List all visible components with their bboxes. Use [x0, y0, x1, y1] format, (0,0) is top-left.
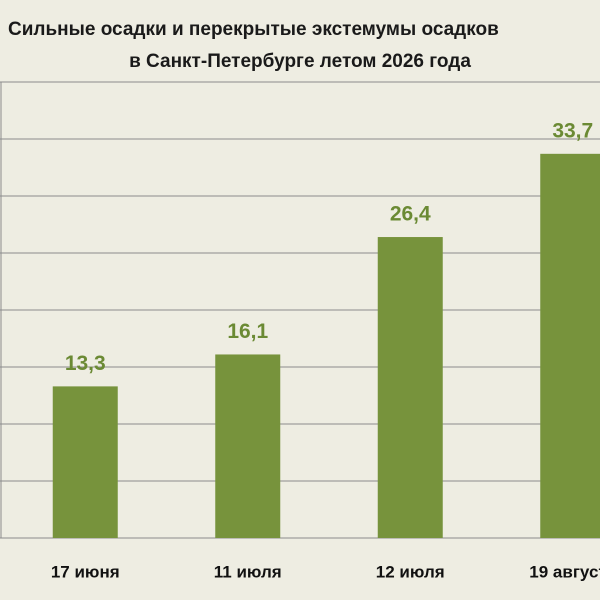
value-label: 26,4: [390, 203, 431, 226]
bar: [540, 153, 600, 538]
value-label: 13,3: [65, 352, 106, 375]
value-label: 16,1: [227, 320, 268, 343]
value-label: 33,7: [552, 119, 593, 142]
bar: [52, 386, 118, 538]
bar: [377, 237, 443, 539]
x-tick-label: 11 июля: [214, 562, 282, 581]
x-tick-label: 17 июня: [51, 562, 120, 581]
x-tick-label: 19 августа: [529, 562, 600, 581]
chart-subtitle: в Санкт-Петербурге летом 2026 года: [129, 51, 471, 72]
chart-title: Сильные осадки и перекрытые экстемумы ос…: [8, 19, 499, 40]
x-tick-label: 12 июля: [376, 562, 445, 581]
bar: [215, 354, 281, 538]
